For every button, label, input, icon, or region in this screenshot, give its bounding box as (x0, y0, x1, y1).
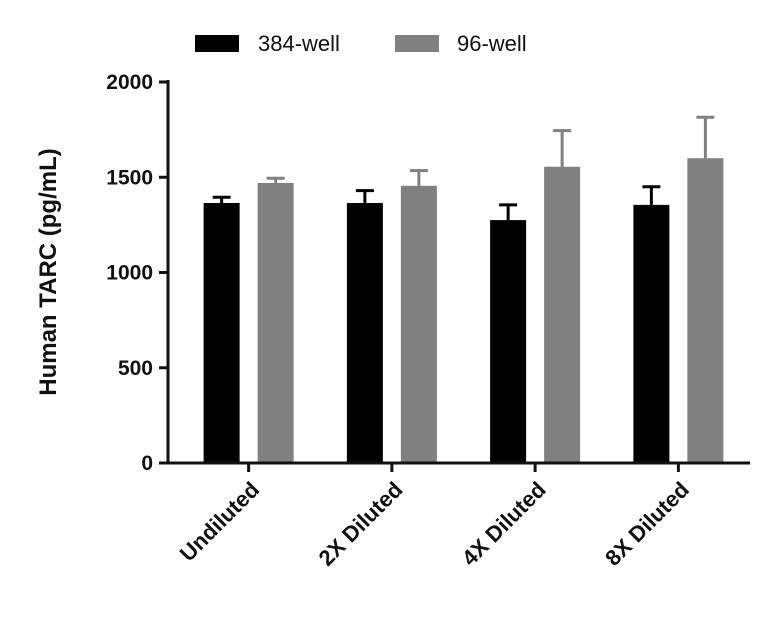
x-tick-label: 2X Diluted (314, 477, 408, 571)
y-tick-label: 2000 (106, 71, 153, 94)
error-bar-384-well-1 (355, 189, 374, 203)
bar-384-well-1 (346, 202, 383, 463)
y-tick-label: 1000 (106, 262, 153, 285)
bars (203, 158, 724, 463)
error-bar-96-well-1 (409, 169, 428, 186)
error-bar-96-well-2 (553, 129, 572, 167)
bar-384-well-0 (203, 202, 240, 463)
error-bars (212, 115, 715, 221)
error-bar-384-well-3 (642, 185, 661, 205)
error-bar-96-well-3 (696, 115, 715, 159)
legend-swatch (195, 35, 239, 52)
bar-96-well-2 (544, 166, 581, 463)
bar-96-well-1 (400, 185, 437, 463)
legend: 384-well 96-well (195, 31, 527, 56)
bar-96-well-0 (257, 182, 294, 463)
bar-96-well-3 (687, 158, 724, 463)
bar-384-well-2 (490, 220, 527, 463)
legend-label: 384-well (258, 31, 340, 56)
error-bar-384-well-2 (499, 203, 518, 221)
y-tick-label: 0 (141, 452, 153, 475)
bar-384-well-3 (633, 204, 670, 463)
x-tick-label: 8X Diluted (600, 477, 694, 571)
y-tick-label: 500 (118, 357, 153, 380)
legend-label: 96-well (457, 31, 527, 56)
error-bar-96-well-0 (266, 176, 285, 183)
legend-swatch (395, 35, 439, 52)
y-axis-title: Human TARC (pg/mL) (35, 148, 62, 396)
error-bar-384-well-0 (212, 195, 231, 203)
x-tick-label: 4X Diluted (457, 477, 551, 571)
y-tick-label: 1500 (106, 166, 153, 189)
x-tick-label: Undiluted (175, 477, 264, 566)
